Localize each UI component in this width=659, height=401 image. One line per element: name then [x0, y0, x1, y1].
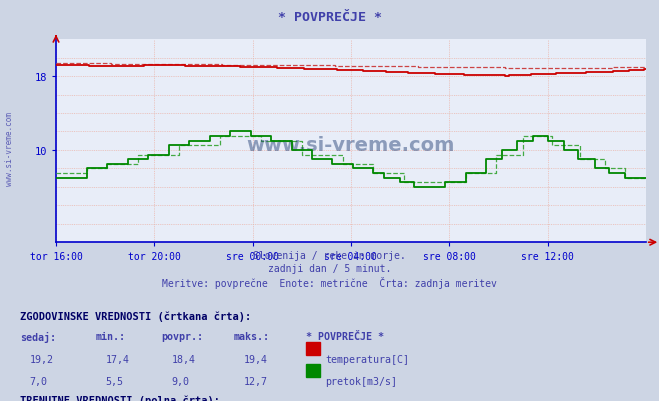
Text: Meritve: povprečne  Enote: metrične  Črta: zadnja meritev: Meritve: povprečne Enote: metrične Črta:… [162, 276, 497, 288]
Text: Slovenija / reke in morje.: Slovenija / reke in morje. [253, 251, 406, 261]
Text: www.si-vreme.com: www.si-vreme.com [5, 111, 14, 185]
Text: 5,5: 5,5 [105, 376, 123, 386]
Text: TRENUTNE VREDNOSTI (polna črta):: TRENUTNE VREDNOSTI (polna črta): [20, 395, 219, 401]
Text: povpr.:: povpr.: [161, 332, 204, 342]
Text: * POVPREČJE *: * POVPREČJE * [277, 11, 382, 24]
Text: 19,2: 19,2 [30, 354, 53, 364]
Text: maks.:: maks.: [234, 332, 270, 342]
Text: zadnji dan / 5 minut.: zadnji dan / 5 minut. [268, 263, 391, 273]
Text: sedaj:: sedaj: [20, 332, 56, 342]
Text: ZGODOVINSKE VREDNOSTI (črtkana črta):: ZGODOVINSKE VREDNOSTI (črtkana črta): [20, 311, 251, 321]
Text: 19,4: 19,4 [244, 354, 268, 364]
Text: 9,0: 9,0 [171, 376, 189, 386]
Text: 17,4: 17,4 [105, 354, 129, 364]
Text: pretok[m3/s]: pretok[m3/s] [325, 376, 397, 386]
Text: 7,0: 7,0 [30, 376, 47, 386]
Text: 12,7: 12,7 [244, 376, 268, 386]
Text: temperatura[C]: temperatura[C] [325, 354, 409, 364]
Text: min.:: min.: [96, 332, 126, 342]
Text: 18,4: 18,4 [171, 354, 195, 364]
Text: * POVPREČJE *: * POVPREČJE * [306, 332, 384, 342]
Text: www.si-vreme.com: www.si-vreme.com [246, 136, 455, 155]
